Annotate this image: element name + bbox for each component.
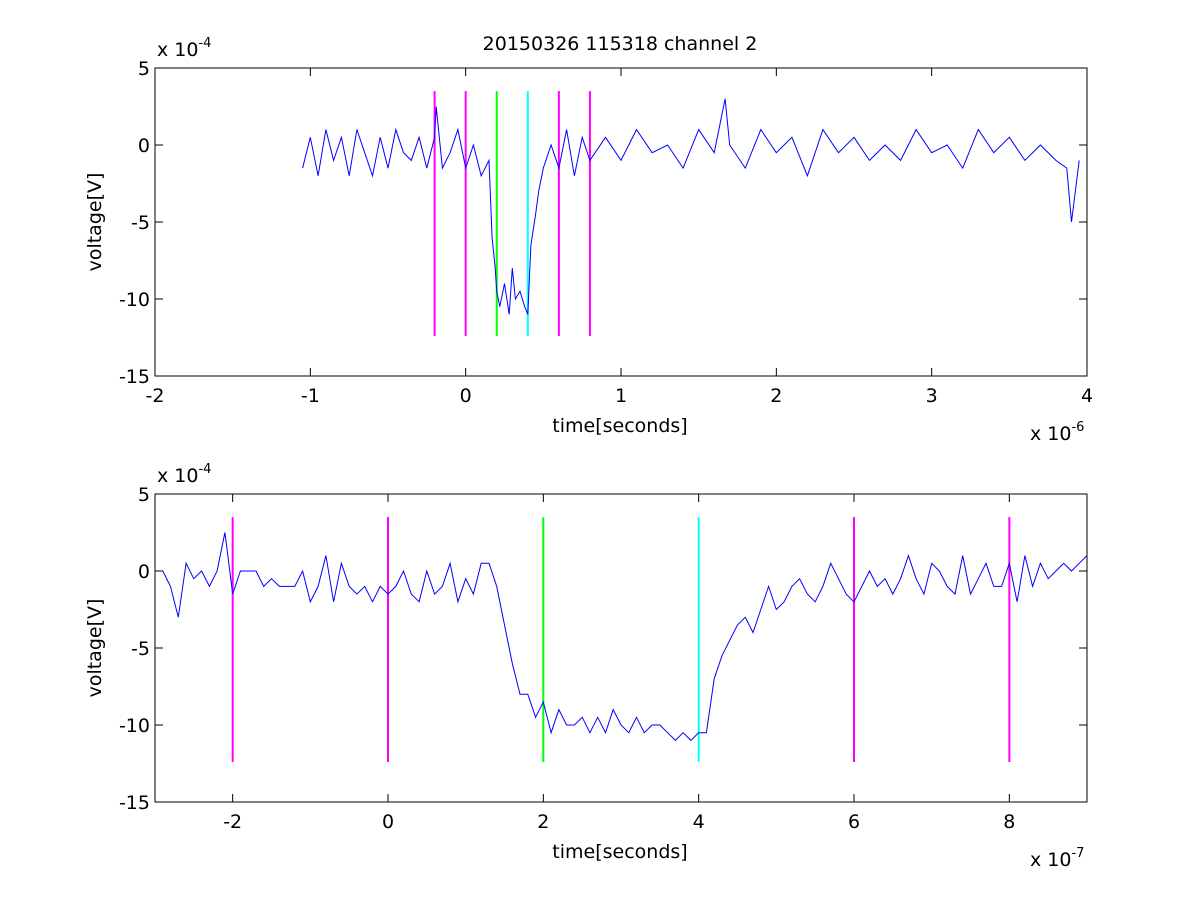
bottom-x-tick-label-0: -2 xyxy=(223,811,242,833)
top-y-tick-label-4: -15 xyxy=(119,366,150,388)
bottom-x-axis-label: time[seconds] xyxy=(552,841,687,863)
bottom-y-ticks: 5 0 -5 -10 -15 xyxy=(119,484,1087,814)
bottom-x-tick-label-5: 8 xyxy=(1003,811,1015,833)
bottom-y-axis-label: voltage[V] xyxy=(84,599,106,698)
top-y-axis-label: voltage[V] xyxy=(84,173,106,272)
bottom-plot-area xyxy=(154,493,1088,803)
bottom-series-group xyxy=(155,532,1088,742)
top-y-tick-label-1: 0 xyxy=(138,135,150,157)
bottom-y-tick-label-1: 0 xyxy=(138,561,150,583)
top-y-tick-label-2: -5 xyxy=(131,212,150,234)
top-x-tick-label-3: 1 xyxy=(615,385,627,407)
bottom-x-ticks: -2 0 2 4 6 8 xyxy=(223,494,1015,833)
top-x-tick-label-0: -2 xyxy=(146,385,165,407)
top-x-tick-label-2: 0 xyxy=(460,385,472,407)
bottom-marker-lines xyxy=(231,517,1011,762)
bottom-x-tick-label-4: 6 xyxy=(848,811,860,833)
top-y-tick-label-0: 5 xyxy=(138,58,150,80)
bottom-y-exponent: x 10-4 xyxy=(157,462,211,487)
bottom-y-tick-label-2: -5 xyxy=(131,638,150,660)
top-subplot: -2 -1 0 1 2 3 4 50-5-10-15 time[seconds] volta… xyxy=(84,36,1093,445)
bottom-y-tick-label-0: 5 xyxy=(138,484,150,506)
top-series-group xyxy=(302,98,1080,315)
bottom-series-line-0 xyxy=(155,532,1088,742)
top-y-exponent: x 10-4 xyxy=(157,36,211,61)
bottom-x-tick-label-1: 0 xyxy=(382,811,394,833)
top-series-line-0 xyxy=(302,98,1080,315)
top-y-ticks: 5 0 -5 -10 -15 xyxy=(119,58,1087,388)
bottom-y-tick-label-3: -10 xyxy=(119,715,150,737)
top-x-tick-label-5: 3 xyxy=(926,385,938,407)
top-marker-lines xyxy=(433,91,591,336)
bottom-x-tick-label-2: 2 xyxy=(537,811,549,833)
top-plot-area xyxy=(154,67,1088,377)
bottom-x-exponent: x 10-7 xyxy=(1030,846,1084,871)
top-x-tick-label-6: 4 xyxy=(1081,385,1093,407)
bottom-y-tick-label-4: -15 xyxy=(119,792,150,814)
figure-title: 20150326 115318 channel 2 xyxy=(483,33,758,55)
top-x-exponent: x 10-6 xyxy=(1030,420,1084,445)
top-x-tick-label-4: 2 xyxy=(770,385,782,407)
bottom-subplot: -2 0 2 4 6 8 5 0 -5 -10 -15 time[seconds] voltage… xyxy=(84,462,1088,871)
top-x-axis-label: time[seconds] xyxy=(552,415,687,437)
top-x-tick-label-1: -1 xyxy=(301,385,320,407)
bottom-x-tick-label-3: 4 xyxy=(693,811,705,833)
top-y-tick-label-3: -10 xyxy=(119,289,150,311)
top-x-ticks: -2 -1 0 1 2 3 4 xyxy=(146,68,1093,407)
